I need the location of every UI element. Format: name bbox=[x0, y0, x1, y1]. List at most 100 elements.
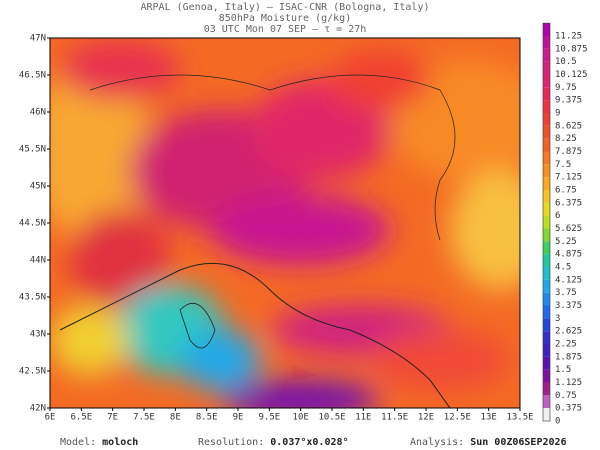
footer-value: moloch bbox=[102, 437, 138, 448]
colorbar-swatch bbox=[543, 48, 550, 62]
colorbar-swatch bbox=[543, 241, 550, 255]
colorbar-swatch bbox=[543, 138, 550, 152]
lat-label: 45N bbox=[30, 182, 46, 192]
lat-label: 44N bbox=[30, 256, 46, 266]
colorbar-swatch bbox=[543, 87, 550, 101]
footer-item: Resolution: 0.037°x0.028° bbox=[198, 437, 349, 448]
lon-label: 7.5E bbox=[133, 413, 155, 423]
colorbar-swatch bbox=[543, 254, 550, 267]
lon-label: 13E bbox=[481, 413, 497, 423]
colorbar-label: 7.5 bbox=[555, 160, 571, 170]
header-time: 03 UTC Mon 07 SEP – τ = 27h bbox=[204, 24, 367, 35]
coastline bbox=[59, 262, 451, 408]
footer-item: Model: moloch bbox=[60, 437, 138, 448]
colorbar-label: 7.875 bbox=[555, 147, 582, 157]
lon-label: 10.5E bbox=[318, 413, 345, 423]
footer-label: Analysis: bbox=[410, 437, 464, 448]
colorbar-label: 10.875 bbox=[555, 44, 588, 54]
colorbar-swatch bbox=[543, 125, 550, 139]
colorbar-label: 2.25 bbox=[555, 340, 577, 350]
colorbar-swatch bbox=[543, 318, 550, 332]
colorbar-swatch bbox=[543, 292, 550, 306]
lon-label: 6.5E bbox=[70, 413, 92, 423]
colorbar-label: 4.875 bbox=[555, 250, 582, 260]
colorbar-swatch bbox=[543, 151, 550, 165]
lon-label: 8.5E bbox=[196, 413, 218, 423]
colorbar-swatch bbox=[543, 100, 550, 113]
colorbar-swatch bbox=[543, 164, 550, 178]
header-title: ARPAL (Genoa, Italy) – ISAC-CNR (Bologna… bbox=[141, 2, 430, 13]
colorbar-label: 3.375 bbox=[555, 301, 582, 311]
colorbar-label: 0 bbox=[555, 417, 560, 427]
colorbar-swatch bbox=[543, 369, 550, 383]
colorbar-swatch bbox=[543, 215, 550, 229]
lon-label: 11E bbox=[355, 413, 371, 423]
lat-label: 44.5N bbox=[19, 219, 46, 229]
colorbar-swatch bbox=[543, 395, 550, 409]
header-field: 850hPa Moisture (g/kg) bbox=[219, 13, 351, 24]
lon-label: 12.5E bbox=[444, 413, 471, 423]
colorbar-label: 11.25 bbox=[555, 32, 582, 42]
lat-label: 47N bbox=[30, 34, 46, 44]
footer-value: Sun 00Z06SEP2026 bbox=[470, 437, 566, 448]
lon-label: 8E bbox=[170, 413, 181, 423]
moisture-field bbox=[50, 38, 520, 408]
colorbar-label: 2.625 bbox=[555, 327, 582, 337]
lat-label: 42.5N bbox=[19, 367, 46, 377]
colorbar-label: 9 bbox=[555, 109, 560, 119]
footer-label: Resolution: bbox=[198, 437, 264, 448]
colorbar-label: 1.5 bbox=[555, 365, 571, 375]
colorbar-label: 3.75 bbox=[555, 288, 577, 298]
lon-label: 10E bbox=[293, 413, 309, 423]
colorbar-swatch bbox=[543, 177, 550, 190]
island bbox=[179, 303, 216, 349]
colorbar-swatch bbox=[543, 202, 550, 216]
colorbar-label: 3 bbox=[555, 314, 560, 324]
colorbar-swatch bbox=[543, 61, 550, 75]
colorbar-label: 1.125 bbox=[555, 378, 582, 388]
lon-label: 7E bbox=[107, 413, 118, 423]
colorbar-label: 0.75 bbox=[555, 391, 577, 401]
lon-label: 12E bbox=[418, 413, 434, 423]
footer-value: 0.037°x0.028° bbox=[270, 437, 348, 448]
colorbar-swatch bbox=[543, 113, 550, 126]
colorbar-label: 1.875 bbox=[555, 352, 582, 362]
lat-label: 42N bbox=[30, 404, 46, 414]
colorbar-label: 8.25 bbox=[555, 134, 577, 144]
lon-label: 9.5E bbox=[258, 413, 280, 423]
colorbar-label: 4.125 bbox=[555, 275, 582, 285]
colorbar-swatch bbox=[543, 356, 550, 370]
colorbar-label: 0.375 bbox=[555, 404, 582, 414]
colorbar-label: 4.5 bbox=[555, 263, 571, 273]
footer-item: Analysis: Sun 00Z06SEP2026 bbox=[410, 437, 567, 448]
colorbar-swatch bbox=[543, 279, 550, 293]
colorbar-label: 10.5 bbox=[555, 57, 577, 67]
colorbar-label: 6 bbox=[555, 211, 560, 221]
colorbar-label: 10.125 bbox=[555, 70, 588, 80]
colorbar-label: 8.625 bbox=[555, 121, 582, 131]
colorbar-label: 5.25 bbox=[555, 237, 577, 247]
colorbar-swatch bbox=[543, 267, 550, 280]
colorbar-swatch bbox=[543, 305, 550, 319]
lat-label: 43.5N bbox=[19, 293, 46, 303]
colorbar-swatch bbox=[543, 228, 550, 242]
colorbar-label: 9.75 bbox=[555, 83, 577, 93]
lon-label: 11.5E bbox=[381, 413, 408, 423]
lon-label: 13.5E bbox=[506, 413, 533, 423]
lon-label: 6E bbox=[45, 413, 56, 423]
colorbar-swatch bbox=[543, 344, 550, 357]
colorbar-label: 7.125 bbox=[555, 173, 582, 183]
footer-label: Model: bbox=[60, 437, 96, 448]
colorbar-swatch bbox=[543, 408, 550, 421]
lat-label: 46.5N bbox=[19, 71, 46, 81]
lat-label: 45.5N bbox=[19, 145, 46, 155]
colorbar-label: 9.375 bbox=[555, 96, 582, 106]
colorbar-swatch bbox=[543, 382, 550, 396]
footer: Model: moloch Resolution: 0.037°x0.028° An… bbox=[60, 437, 567, 448]
colorbar-swatch bbox=[543, 74, 550, 88]
border-line bbox=[89, 74, 456, 241]
colorbar-swatch bbox=[543, 23, 550, 36]
colorbar-swatch bbox=[543, 36, 550, 49]
